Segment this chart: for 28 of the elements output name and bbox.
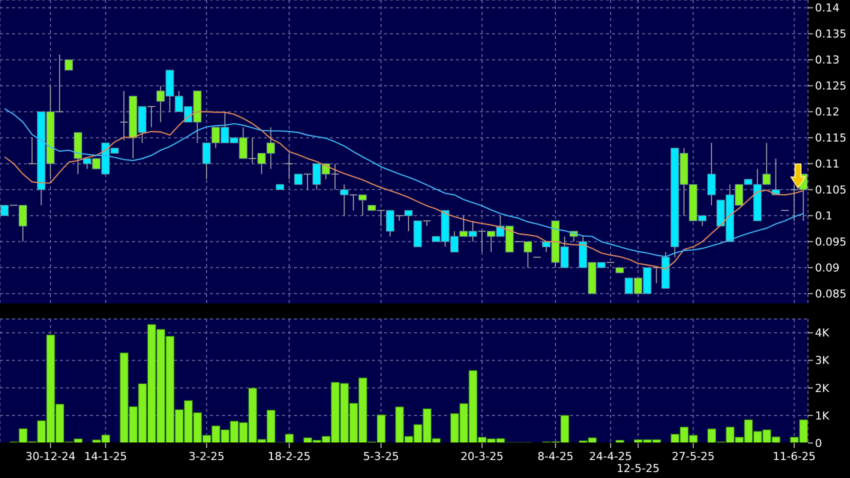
x-tick-label: 8-4-25 [538,450,574,463]
y-tick-label: 0.105 [815,184,846,197]
y-tick-label: 3K [815,354,830,368]
x-tick-label: 12-5-25 [616,462,660,475]
y-tick-label: 0.14 [815,2,840,15]
y-tick-label: 0.125 [815,80,846,93]
y-tick-label: 0 [815,436,822,450]
y-tick-label: 0.13 [815,54,840,67]
x-tick-label: 3-2-25 [188,450,225,463]
y-tick-label: 2K [815,382,830,395]
x-tick-label: 20-3-25 [460,450,504,463]
y-tick-label: 4K [815,326,830,340]
x-tick-label: 11-6-25 [772,450,816,463]
y-tick-label: 0.115 [815,132,846,145]
y-tick-label: 1K [815,409,830,422]
y-tick-label: 0.135 [815,28,846,41]
x-tick-label: 30-12-24 [26,450,76,463]
x-tick-label: 5-3-25 [363,450,400,463]
y-tick-label: 0.11 [815,158,840,171]
x-tick-label: 14-1-25 [84,450,128,463]
y-tick-label: 0.12 [815,106,840,119]
x-tick-label: 27-5-25 [672,450,715,463]
y-tick-label: 0.095 [815,236,846,249]
x-tick-label: 18-2-25 [268,450,311,463]
y-tick-label: 0.1 [815,210,832,223]
y-tick-label: 0.085 [815,288,846,301]
y-tick-label: 0.09 [815,262,840,275]
x-tick-label: 24-4-25 [589,450,632,463]
